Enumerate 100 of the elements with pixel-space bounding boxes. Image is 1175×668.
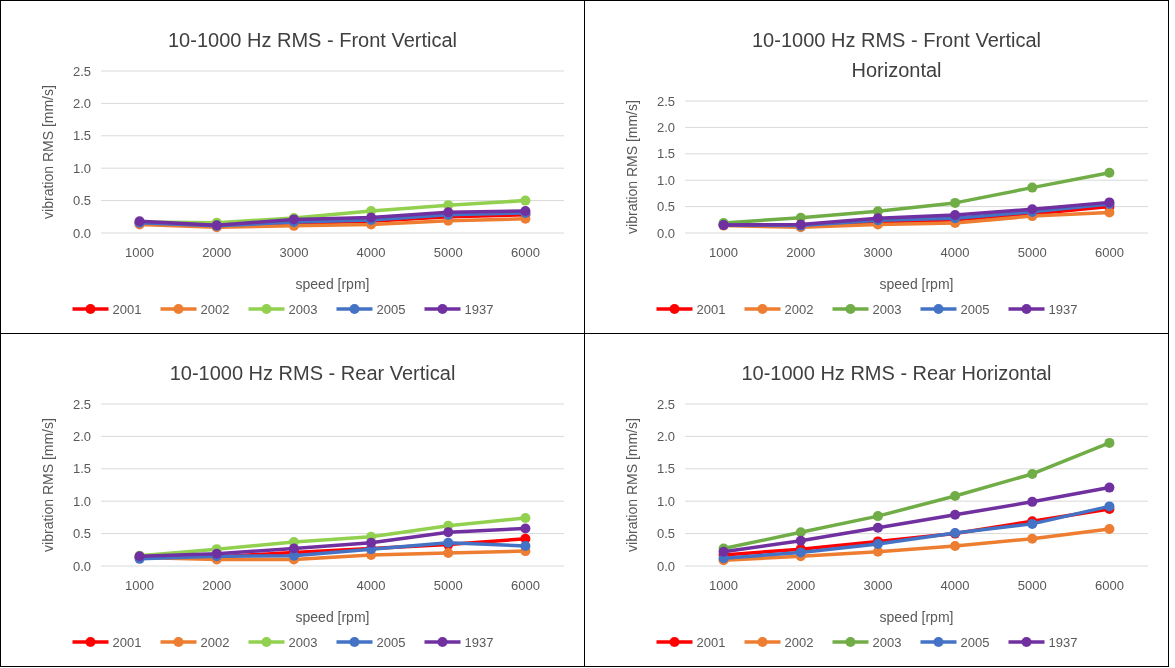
y-tick-label: 0.5 (656, 526, 675, 542)
legend-label: 1937 (464, 634, 494, 650)
y-tick-label: 2.0 (656, 428, 675, 444)
y-axis-title: vibration RMS [mm/s] (624, 100, 640, 234)
point (950, 540, 961, 551)
x-tick-label: 1000 (709, 245, 739, 260)
legend-label: 2002 (200, 301, 230, 317)
x-tick-label: 4000 (940, 578, 970, 593)
x-tick-label: 6000 (1094, 245, 1124, 260)
legend-label: 2003 (288, 301, 318, 317)
x-tick-label: 6000 (510, 578, 540, 593)
legend-label: 1937 (1048, 301, 1078, 317)
point (1104, 524, 1115, 535)
legend-label: 2002 (784, 301, 814, 317)
legend-label: 2005 (376, 301, 406, 317)
x-tick-label: 4000 (356, 578, 386, 593)
legend-label: 2003 (288, 634, 318, 650)
chart-title: 10-1000 Hz RMS - Rear Vertical (169, 362, 456, 384)
legend-label: 2001 (696, 634, 726, 650)
legend-label: 2001 (112, 634, 142, 650)
point (1027, 533, 1038, 544)
x-tick-label: 5000 (1017, 245, 1047, 260)
point (795, 527, 806, 538)
point (1104, 167, 1115, 178)
y-tick-label: 0.5 (656, 199, 675, 215)
chart-title: 10-1000 Hz RMS - Front Vertical (168, 29, 457, 51)
x-tick-label: 3000 (279, 578, 309, 593)
point (366, 537, 377, 548)
x-tick-label: 5000 (1017, 578, 1047, 593)
point (950, 197, 961, 208)
point (872, 511, 883, 522)
x-axis-title: speed [rpm] (879, 276, 954, 292)
x-axis-title: speed [rpm] (295, 276, 370, 292)
x-tick-label: 2000 (786, 245, 816, 260)
y-tick-label: 2.5 (72, 396, 91, 412)
y-tick-label: 2.0 (656, 119, 675, 135)
point (795, 535, 806, 546)
x-tick-label: 2000 (786, 578, 816, 593)
y-tick-label: 2.5 (72, 63, 91, 79)
x-axis-title: speed [rpm] (879, 609, 954, 625)
legend-label: 2001 (112, 301, 142, 317)
point (1104, 482, 1115, 493)
y-axis-title: vibration RMS [mm/s] (40, 85, 56, 219)
legend-label: 1937 (1048, 634, 1078, 650)
y-tick-label: 1.0 (72, 160, 91, 176)
point (288, 543, 299, 554)
x-tick-label: 2000 (202, 245, 232, 260)
y-tick-label: 2.5 (656, 396, 675, 412)
x-tick-label: 1000 (125, 245, 155, 260)
x-tick-label: 5000 (433, 578, 463, 593)
chart-title: 10-1000 Hz RMS - Front Vertical Horizontal (752, 29, 1041, 81)
y-tick-label: 0.0 (72, 225, 91, 241)
point (443, 548, 454, 559)
x-tick-label: 4000 (940, 245, 970, 260)
y-tick-label: 0.0 (656, 558, 675, 574)
x-tick-label: 6000 (510, 245, 540, 260)
x-tick-label: 2000 (202, 578, 232, 593)
point (520, 195, 531, 206)
x-tick-label: 1000 (709, 578, 739, 593)
x-tick-label: 4000 (356, 245, 386, 260)
y-tick-label: 0.0 (656, 225, 675, 241)
y-tick-label: 1.5 (72, 128, 91, 144)
x-tick-label: 5000 (433, 245, 463, 260)
point (520, 523, 531, 534)
point (443, 527, 454, 538)
x-tick-label: 1000 (125, 578, 155, 593)
x-axis-title: speed [rpm] (295, 609, 370, 625)
y-tick-label: 1.5 (656, 146, 675, 162)
point (1027, 468, 1038, 479)
y-tick-label: 1.0 (656, 493, 675, 509)
y-tick-label: 2.0 (72, 428, 91, 444)
y-tick-label: 2.0 (72, 95, 91, 111)
point (1104, 437, 1115, 448)
legend-label: 2001 (696, 301, 726, 317)
point (872, 522, 883, 533)
legend-label: 2005 (960, 634, 990, 650)
point (520, 540, 531, 551)
x-tick-label: 3000 (279, 245, 309, 260)
legend-label: 2005 (960, 301, 990, 317)
y-axis-title: vibration RMS [mm/s] (40, 418, 56, 552)
legend-label: 2002 (784, 634, 814, 650)
legend-label: 2002 (200, 634, 230, 650)
y-tick-label: 1.0 (656, 172, 675, 188)
legend-label: 2003 (872, 301, 902, 317)
point (950, 509, 961, 520)
x-tick-label: 3000 (863, 245, 893, 260)
legend-label: 2005 (376, 634, 406, 650)
y-tick-label: 1.5 (656, 461, 675, 477)
y-axis-title: vibration RMS [mm/s] (624, 418, 640, 552)
x-tick-label: 3000 (863, 578, 893, 593)
point (1027, 182, 1038, 193)
y-tick-label: 0.5 (72, 526, 91, 542)
legend-label: 1937 (464, 301, 494, 317)
point (520, 513, 531, 524)
y-tick-label: 1.5 (72, 461, 91, 477)
y-tick-label: 0.0 (72, 558, 91, 574)
legend-label: 2003 (872, 634, 902, 650)
chart-title: 10-1000 Hz RMS - Rear Horizontal (741, 362, 1052, 384)
y-tick-label: 2.5 (656, 93, 675, 109)
point (1027, 496, 1038, 507)
